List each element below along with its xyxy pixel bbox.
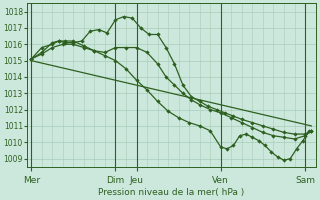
X-axis label: Pression niveau de la mer( hPa ): Pression niveau de la mer( hPa ) — [98, 188, 244, 197]
